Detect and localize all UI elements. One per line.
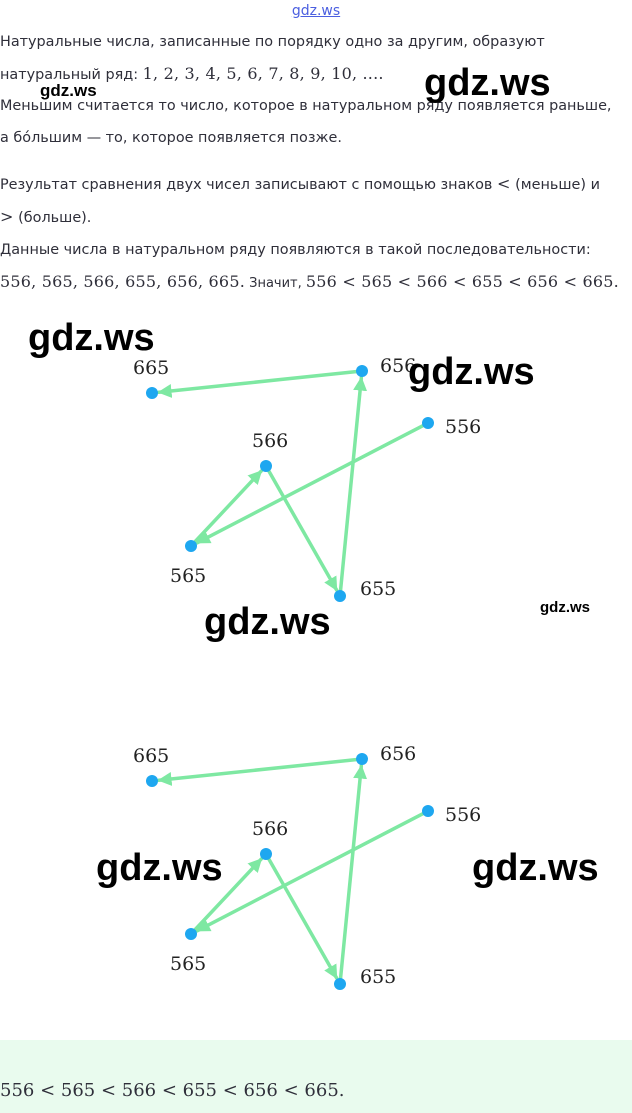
node-556 bbox=[422, 417, 434, 429]
arrow-565-to-566 bbox=[193, 469, 263, 544]
node-label-556: 556 bbox=[445, 804, 481, 826]
watermark: gdz.ws bbox=[96, 847, 223, 889]
paragraph-line: 556, 565, 566, 655, 656, 665. Значит, 55… bbox=[0, 266, 632, 300]
answer-text: 556 < 565 < 566 < 655 < 656 < 665. bbox=[0, 1080, 345, 1101]
node-566 bbox=[260, 460, 272, 472]
arrow-566-to-655 bbox=[267, 469, 339, 592]
node-label-655: 655 bbox=[360, 578, 396, 600]
arrow-656-to-665 bbox=[157, 369, 358, 398]
node-566 bbox=[260, 848, 272, 860]
paragraph-text: Результат сравнения двух чисел записываю… bbox=[0, 177, 497, 193]
arrow-656-to-665 bbox=[157, 757, 358, 786]
paragraph-line: а бóльшим — то, которое появляется позже… bbox=[0, 130, 342, 146]
node-label-556: 556 bbox=[445, 416, 481, 438]
paragraph-comparison-rule: Меньшим считается то число, которое в на… bbox=[0, 90, 632, 154]
node-label-656: 656 bbox=[380, 743, 416, 765]
inequality-chain: 556 < 565 < 566 < 655 < 656 < 665. bbox=[305, 272, 619, 291]
paragraph-text: (больше). bbox=[13, 210, 92, 226]
arrow-556-to-565 bbox=[195, 424, 425, 545]
node-565 bbox=[185, 540, 197, 552]
paragraph-text: (меньше) и bbox=[510, 177, 600, 193]
arrow-566-to-655 bbox=[267, 857, 339, 980]
node-655 bbox=[334, 978, 346, 990]
numbers-list: 556, 565, 566, 655, 656, 665. bbox=[0, 272, 245, 291]
greater-sign: > bbox=[0, 207, 14, 226]
watermark: gdz.ws bbox=[540, 599, 591, 616]
node-655 bbox=[334, 590, 346, 602]
natural-series-formula: 1, 2, 3, 4, 5, 6, 7, 8, 9, 10, .... bbox=[142, 64, 384, 83]
node-656 bbox=[356, 365, 368, 377]
answer-box bbox=[0, 1040, 632, 1113]
less-sign: < bbox=[496, 174, 511, 193]
watermark: gdz.ws bbox=[472, 847, 599, 889]
watermark: gdz.ws bbox=[204, 601, 331, 643]
arrow-655-to-656 bbox=[338, 764, 368, 980]
node-label-665: 665 bbox=[133, 357, 169, 379]
arrow-565-to-566 bbox=[193, 857, 263, 932]
site-link[interactable]: gdz.ws bbox=[291, 3, 341, 19]
paragraph-line: Натуральные числа, записанные по порядку… bbox=[0, 34, 545, 50]
paragraph-line: > (больше). bbox=[0, 201, 632, 234]
paragraph-line: Результат сравнения двух чисел записываю… bbox=[0, 168, 632, 201]
watermark: gdz.ws bbox=[424, 62, 551, 104]
arrow-556-to-565 bbox=[195, 812, 425, 933]
node-label-665: 665 bbox=[133, 745, 169, 767]
node-556 bbox=[422, 805, 434, 817]
node-565 bbox=[185, 928, 197, 940]
paragraph-sequence: Данные числа в натуральном ряду появляют… bbox=[0, 234, 632, 300]
paragraph-natural-series: Натуральные числа, записанные по порядку… bbox=[0, 26, 632, 91]
paragraph-text: натуральный ряд: bbox=[0, 67, 143, 83]
paragraph-line: Данные числа в натуральном ряду появляют… bbox=[0, 242, 591, 258]
node-label-565: 565 bbox=[170, 953, 206, 975]
paragraph-text: Значит, bbox=[244, 276, 306, 291]
node-656 bbox=[356, 753, 368, 765]
paragraph-line: Меньшим считается то число, которое в на… bbox=[0, 98, 612, 114]
node-label-566: 566 bbox=[252, 818, 288, 840]
paragraph-signs: Результат сравнения двух чисел записываю… bbox=[0, 168, 632, 234]
order-diagram-1: 665 656 556 566 565 655 bbox=[133, 355, 481, 602]
node-665 bbox=[146, 387, 158, 399]
watermark: gdz.ws bbox=[40, 81, 97, 100]
order-diagram-2: 665 656 556 566 565 655 bbox=[133, 743, 481, 990]
node-665 bbox=[146, 775, 158, 787]
node-label-565: 565 bbox=[170, 565, 206, 587]
node-label-656: 656 bbox=[380, 355, 416, 377]
paragraph-line: натуральный ряд: 1, 2, 3, 4, 5, 6, 7, 8,… bbox=[0, 58, 632, 91]
arrow-655-to-656 bbox=[338, 376, 368, 592]
watermark: gdz.ws bbox=[408, 351, 535, 393]
node-label-566: 566 bbox=[252, 430, 288, 452]
watermark: gdz.ws bbox=[28, 317, 155, 359]
node-label-655: 655 bbox=[360, 966, 396, 988]
